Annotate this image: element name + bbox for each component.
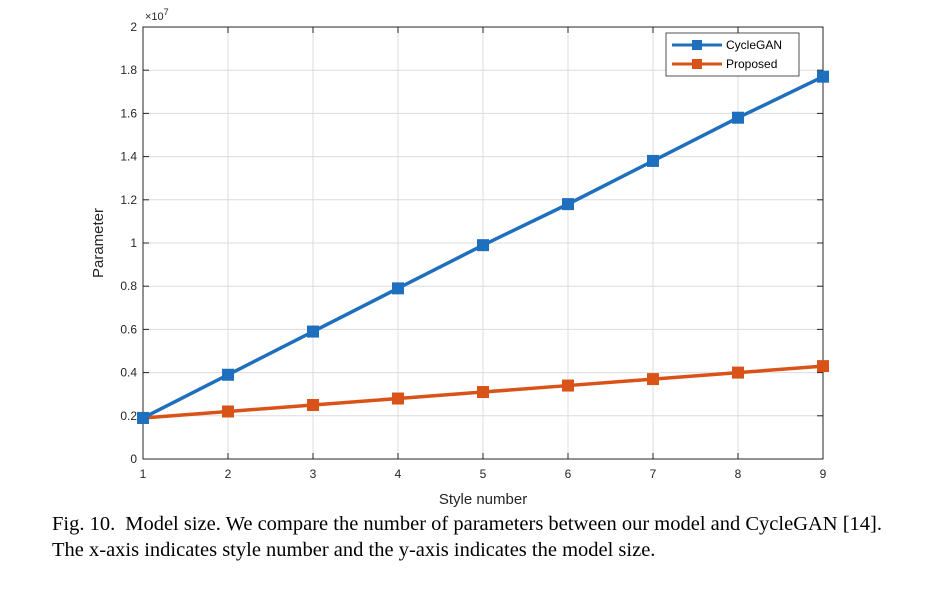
legend-marker-proposed	[692, 59, 702, 69]
y-tick-label: 0.2	[120, 409, 137, 423]
y-tick-label: 2	[130, 20, 137, 34]
y-tick-label: 0.6	[120, 322, 137, 336]
data-point-cyclegan	[392, 282, 404, 295]
legend-label-proposed: Proposed	[726, 57, 777, 71]
legend-label-cyclegan: CycleGAN	[726, 38, 782, 52]
x-tick-label: 4	[395, 467, 402, 481]
legend-box	[665, 32, 800, 77]
x-tick-label: 3	[310, 467, 317, 481]
data-point-proposed	[732, 366, 744, 379]
x-axis-label: Style number	[439, 491, 527, 508]
legend-entry-cyclegan: CycleGAN	[672, 38, 782, 52]
figure-label: Fig. 10.	[52, 513, 116, 535]
y-multiplier-label: ×107	[145, 7, 169, 23]
y-multiplier-exponent: 7	[164, 7, 169, 17]
data-point-cyclegan	[137, 411, 149, 424]
y-tick-label: 0.8	[120, 279, 137, 293]
data-point-proposed	[647, 373, 659, 386]
x-tick-label: 9	[820, 467, 827, 481]
axis-ticks: 1 2 3 4 5 6 7 8 9 0 0.2 0.4 0.6 0.8 1 1.2 1.4 1.6 1.8 2	[120, 20, 826, 481]
x-tick-label: 7	[650, 467, 657, 481]
data-point-proposed	[817, 360, 829, 373]
line-chart: 1 2 3 4 5 6 7 8 9 0 0.2 0.4 0.6 0.8 1 1.2 1.4 1.6 1.8 2 ×10…	[90, 7, 829, 508]
legend: CycleGAN Proposed	[665, 32, 800, 77]
data-point-cyclegan	[562, 198, 574, 211]
y-tick-label: 1	[130, 236, 137, 250]
series-cyclegan	[137, 70, 829, 424]
x-tick-label: 1	[140, 467, 147, 481]
x-tick-label: 8	[735, 467, 742, 481]
data-point-proposed	[307, 399, 319, 411]
y-tick-label: 0	[130, 452, 137, 466]
y-tick-label: 1.4	[120, 150, 137, 164]
legend-entry-proposed: Proposed	[672, 57, 777, 71]
legend-marker-cyclegan	[692, 40, 702, 50]
data-point-cyclegan	[732, 111, 744, 124]
data-point-cyclegan	[647, 154, 659, 167]
y-tick-label: 1.6	[120, 106, 137, 120]
y-axis-label: Parameter	[90, 208, 107, 278]
y-tick-label: 0.4	[120, 366, 137, 380]
y-tick-label: 1.2	[120, 193, 137, 207]
y-tick-label: 1.8	[120, 63, 137, 77]
x-tick-label: 5	[480, 467, 487, 481]
series-layer	[137, 70, 829, 424]
data-point-proposed	[477, 386, 489, 399]
data-point-cyclegan	[222, 368, 234, 381]
figure-caption: Fig. 10. Model size. We compare the numbe…	[52, 511, 882, 563]
x-tick-label: 6	[565, 467, 572, 481]
caption-text: Model size. We compare the number of par…	[52, 513, 883, 561]
data-point-cyclegan	[477, 239, 489, 252]
x-tick-label: 2	[225, 467, 232, 481]
data-point-cyclegan	[307, 325, 319, 338]
data-point-proposed	[392, 392, 404, 405]
data-point-proposed	[222, 405, 234, 418]
data-point-proposed	[562, 379, 574, 392]
grid-lines	[143, 27, 823, 459]
data-point-cyclegan	[817, 70, 829, 83]
